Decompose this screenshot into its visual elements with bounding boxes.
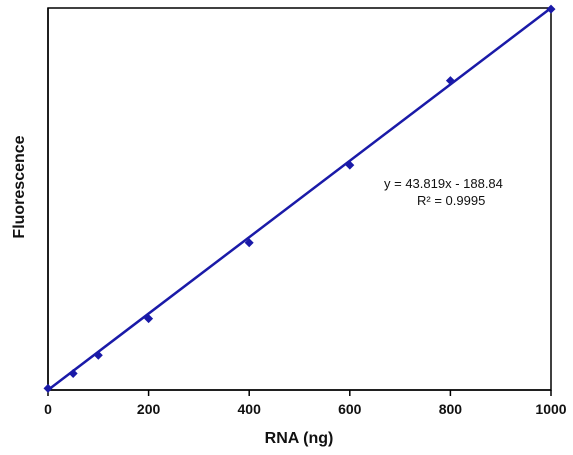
x-tick-label: 600 [338, 401, 362, 417]
trendline [47, 6, 552, 391]
x-axis-label: RNA (ng) [265, 430, 334, 447]
data-point [68, 369, 78, 379]
data-point [445, 76, 455, 86]
x-tick-label: 200 [137, 401, 161, 417]
x-tick-labels: 0 200 400 600 800 1000 [44, 401, 567, 417]
data-points [43, 4, 556, 393]
x-tick-label: 1000 [535, 401, 566, 417]
x-tick-label: 0 [44, 401, 52, 417]
data-point [345, 160, 355, 170]
x-tick-label: 800 [439, 401, 463, 417]
x-ticks [47, 390, 552, 396]
trendline-equation: y = 43.819x - 188.84 [384, 176, 503, 191]
data-point [93, 350, 103, 360]
x-tick-label: 400 [238, 401, 262, 417]
data-point [144, 314, 154, 324]
data-point [546, 4, 556, 14]
y-axis-label: Fluorescence [11, 135, 28, 238]
data-point [244, 238, 254, 248]
r-squared-label: R² = 0.9995 [417, 193, 485, 208]
data-point [43, 383, 53, 393]
